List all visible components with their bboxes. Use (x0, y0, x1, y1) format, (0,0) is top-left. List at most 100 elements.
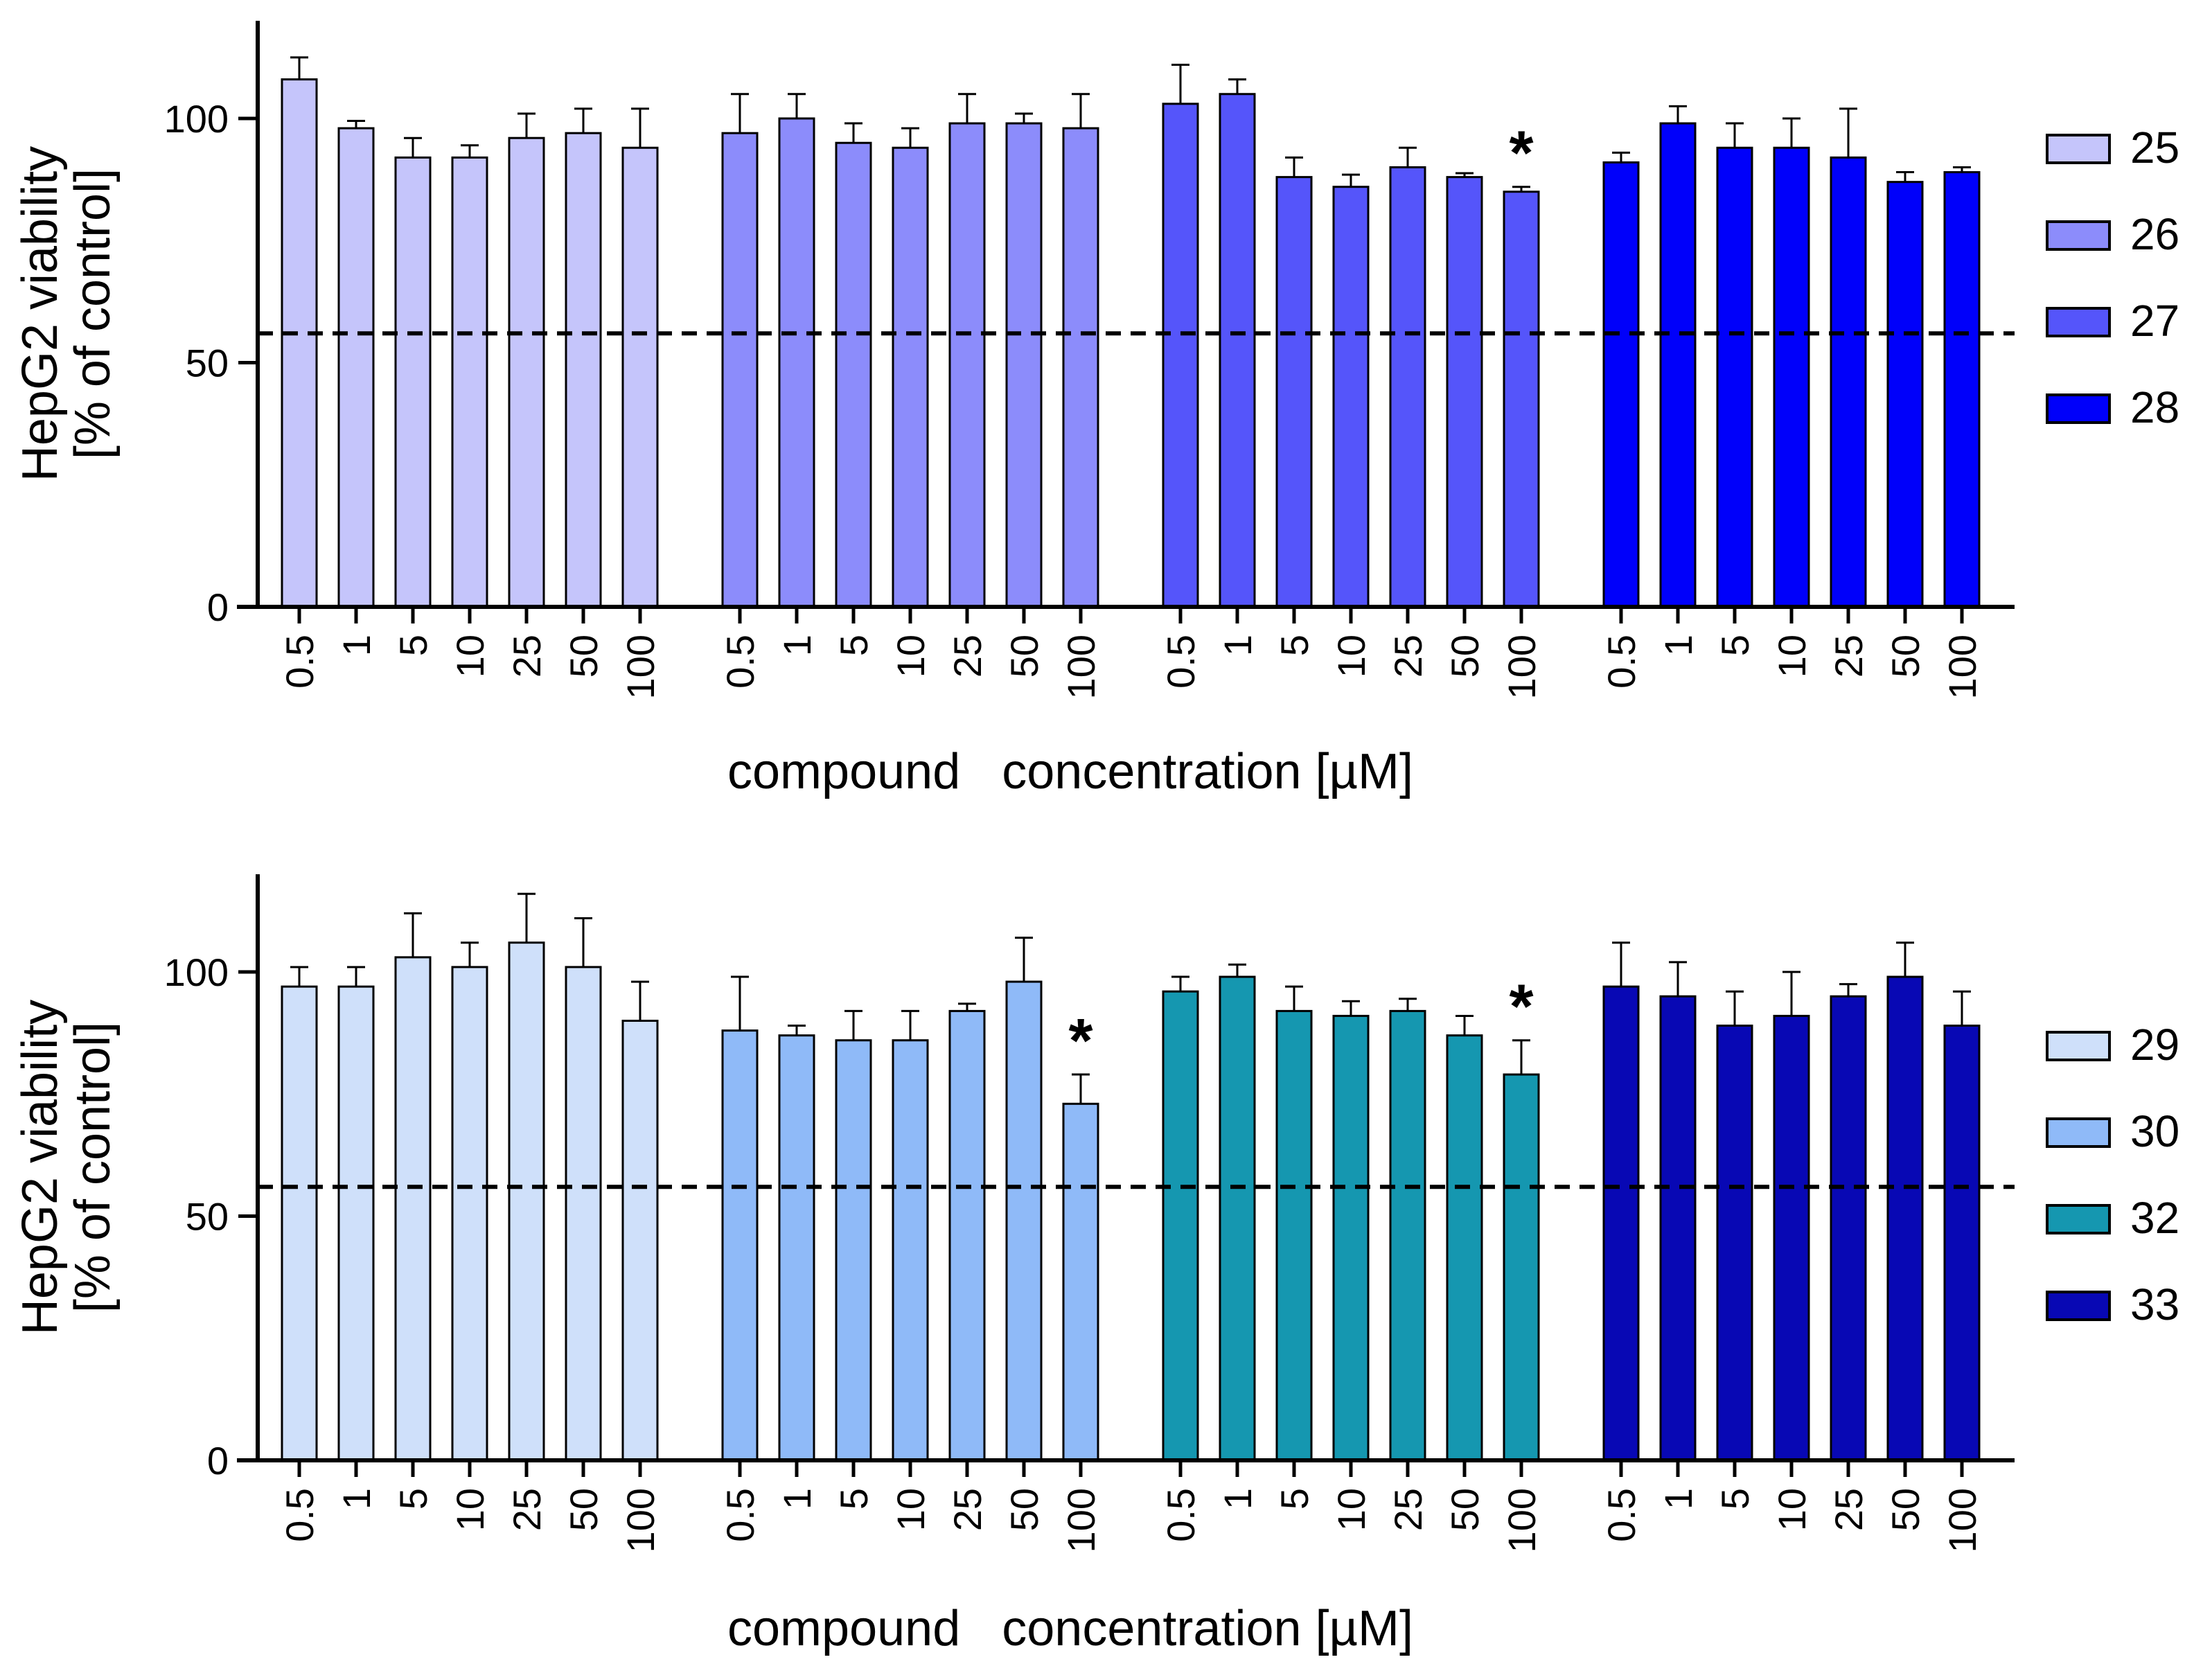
legend-label: 25 (2130, 123, 2179, 172)
x-tick-label: 0.5 (278, 1488, 321, 1542)
bar (621, 146, 659, 608)
x-tick-label: 0.5 (718, 635, 762, 689)
bar (281, 78, 318, 608)
x-tick-label: 50 (562, 1488, 605, 1531)
legend-label: 29 (2130, 1020, 2179, 1070)
x-tick-label: 25 (946, 1488, 989, 1531)
bar (835, 1039, 872, 1462)
x-tick-label: 1 (335, 635, 378, 656)
bar (1503, 1073, 1540, 1462)
bar (1659, 122, 1697, 608)
bar (1446, 176, 1483, 608)
x-tick-label: 0.5 (1159, 1488, 1203, 1542)
y-tick-label: 50 (186, 342, 229, 385)
x-tick-label: 0.5 (278, 635, 321, 689)
y-tick-label: 100 (164, 950, 229, 994)
x-tick-label: 1 (775, 1488, 819, 1510)
legend-swatch (2046, 393, 2111, 424)
legend-swatch (2046, 1291, 2111, 1321)
bar (394, 156, 432, 608)
x-tick-label: 25 (1386, 635, 1430, 678)
legend: 25 26 27 28 (2046, 123, 2179, 432)
bar (948, 1009, 986, 1462)
x-tick-label: 10 (448, 1488, 492, 1531)
x-tick-label: 1 (775, 635, 819, 656)
bar (1886, 975, 1924, 1462)
x-tick-label: 100 (1500, 635, 1543, 699)
bar (1716, 146, 1753, 608)
bar (778, 1034, 815, 1462)
x-tick-label: 1 (1216, 1488, 1259, 1510)
bar (1943, 171, 1981, 608)
x-axis-title: compound concentration [µM] (727, 1601, 1413, 1656)
bar (621, 1020, 659, 1462)
x-tick-label: 5 (391, 1488, 435, 1510)
x-tick-label: 5 (1273, 1488, 1316, 1510)
x-tick-label: 100 (1059, 635, 1103, 699)
chart-panel-2: 0.5 1 5 10 25 50 100 0.5 1 5 10 25 50*100 0.5 1 5 10 25 50… (12, 874, 2179, 1656)
y-axis-title: HepG2 viability (12, 1000, 68, 1335)
x-tick-label: 5 (1713, 635, 1757, 656)
bar (1446, 1034, 1483, 1462)
x-tick-label: 50 (1884, 635, 1927, 678)
bar (1830, 156, 1867, 608)
bar (565, 966, 602, 1462)
x-tick-label: 25 (1386, 1488, 1430, 1531)
legend-swatch (2046, 1204, 2111, 1234)
x-tick-label: 100 (1940, 1488, 1984, 1552)
bar (451, 966, 488, 1462)
bar (451, 156, 488, 608)
bar (1659, 995, 1697, 1462)
x-tick-label: 10 (448, 635, 492, 678)
y-tick-label: 100 (164, 97, 229, 141)
legend-label: 32 (2130, 1193, 2179, 1243)
bar (1062, 1102, 1099, 1462)
bar (948, 122, 986, 608)
x-tick-label: 10 (1770, 1488, 1814, 1531)
bar (1332, 186, 1370, 608)
bar (1602, 161, 1640, 608)
bar (1503, 191, 1540, 608)
x-tick-label: 5 (832, 1488, 876, 1510)
bar (1773, 1014, 1810, 1462)
bar (281, 985, 318, 1462)
legend-label: 33 (2130, 1280, 2179, 1329)
bar (1162, 103, 1199, 608)
bar (892, 1039, 929, 1462)
significance-star: * (1068, 1007, 1092, 1076)
bar (1219, 975, 1256, 1462)
legend-label: 27 (2130, 296, 2179, 346)
bar (1219, 93, 1256, 608)
bar (721, 1029, 759, 1462)
chart-panel-1: 0.5 1 5 10 25 50 100 0.5 1 5 10 25 50 100 0.5 1 5 10 25 50*… (12, 21, 2179, 799)
x-tick-label: 25 (505, 1488, 549, 1531)
bar (1162, 990, 1199, 1462)
bar (892, 146, 929, 608)
legend-swatch (2046, 1031, 2111, 1061)
x-tick-label: 50 (1443, 635, 1487, 678)
bar (721, 132, 759, 608)
x-tick-label: 5 (1273, 635, 1316, 656)
bar (1332, 1014, 1370, 1462)
legend-swatch (2046, 1117, 2111, 1148)
legend-swatch (2046, 134, 2111, 164)
x-tick-label: 100 (1059, 1488, 1103, 1552)
x-tick-label: 50 (1002, 635, 1046, 678)
bar (1716, 1025, 1753, 1462)
significance-star: * (1509, 119, 1533, 188)
bar (1886, 181, 1924, 608)
y-tick-label: 50 (186, 1195, 229, 1239)
bar (1275, 176, 1313, 608)
legend-label: 26 (2130, 209, 2179, 259)
x-tick-label: 10 (1770, 635, 1814, 678)
x-tick-label: 10 (1329, 1488, 1373, 1531)
bar (1389, 166, 1426, 608)
x-tick-label: 25 (1827, 635, 1870, 678)
y-axis-title-units: [% of control] (65, 1022, 121, 1313)
x-tick-label: 100 (619, 1488, 662, 1552)
x-axis-title: compound concentration [µM] (727, 744, 1413, 799)
y-axis-title: HepG2 viability (12, 146, 68, 481)
x-tick-label: 25 (505, 635, 549, 678)
bar (394, 956, 432, 1462)
x-tick-label: 1 (1656, 1488, 1700, 1510)
